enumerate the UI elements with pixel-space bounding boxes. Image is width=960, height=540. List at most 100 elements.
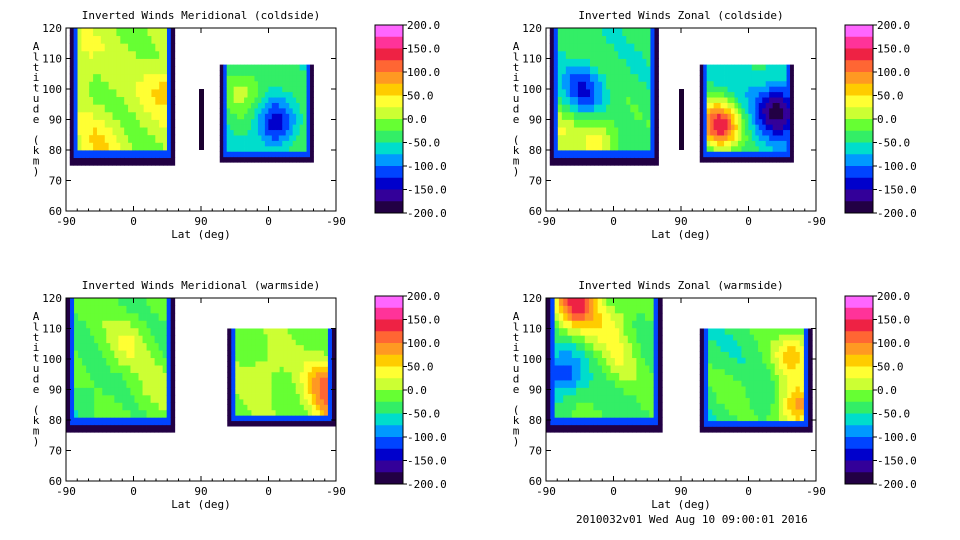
heat-cell [170,58,176,67]
heat-cell [247,333,252,340]
heat-cell [553,119,559,128]
heat-cell [122,320,127,329]
heat-cell [315,361,321,367]
heat-cell [163,28,168,37]
heat-cell [766,340,771,347]
heat-cell [85,81,90,90]
heat-cell [550,357,556,366]
heat-cell [650,50,655,59]
heat-cell [267,415,272,422]
heat-cell [239,350,244,357]
heat-cell [791,345,796,352]
heat-cell [303,129,307,136]
heat-cell [586,81,591,90]
heat-cell [606,350,611,359]
heat-cell [632,394,637,403]
heat-cell [713,97,718,103]
heat-cell [634,142,639,151]
heat-cell [159,111,164,120]
heat-cell [573,89,579,98]
heat-cell [299,75,304,82]
heat-cell [104,89,110,98]
heat-cell [646,119,651,128]
heat-cell [159,81,164,90]
heat-cell [271,415,276,422]
heat-cell [610,111,615,120]
heat-cell [657,357,663,366]
heat-cell [790,145,794,152]
heat-cell [724,380,730,387]
colorbar-swatch [845,142,873,155]
heat-cell [94,305,99,314]
heat-cell [166,96,172,105]
heat-cell [98,409,103,418]
heat-cell [239,415,244,422]
heat-cell [287,328,293,335]
heat-cell [237,156,241,163]
heat-cell [567,320,573,329]
heat-cell [251,97,255,103]
heat-cell [558,409,564,418]
heat-cell [758,409,763,416]
heat-cell [235,328,240,335]
heat-cell [614,111,619,120]
heat-cell [769,107,774,114]
heat-cell [590,81,595,90]
heat-cell [601,380,607,388]
heat-cell [311,350,317,357]
heat-cell [243,420,248,427]
heat-cell [553,134,559,143]
heat-cell [589,409,594,418]
heat-cell [93,142,98,151]
heat-cell [108,81,113,90]
heat-cell [753,391,759,399]
heat-cell [247,344,252,351]
heat-cell [654,104,659,113]
heat-cell [776,156,781,163]
heat-cell [247,86,252,93]
heat-cell [251,333,256,340]
heat-cell [550,417,556,426]
heat-cell [263,355,268,362]
heat-cell [795,340,801,347]
heat-cell [166,28,172,37]
heat-cell [66,424,71,433]
heat-cell [786,129,791,136]
heat-cell [163,111,168,120]
heat-cell [703,351,709,358]
heat-cell [162,357,168,366]
heat-cell [706,64,711,71]
heat-cell [93,66,98,75]
heat-cell [279,333,285,340]
heat-cell [569,111,575,120]
heat-cell [724,91,728,98]
heat-cell [315,355,321,362]
heat-cell [627,327,633,336]
heat-cell [640,417,646,426]
heat-cell [795,368,801,375]
heat-cell [282,102,287,109]
heat-cell [546,380,551,388]
heat-cell [766,380,771,387]
heat-cell [299,382,305,389]
heat-cell [699,70,704,76]
heat-cell [774,334,780,341]
heat-cell [104,50,110,59]
heat-cell [627,320,633,329]
heat-cell [755,80,760,87]
heat-cell [299,420,305,427]
heat-cell [110,320,115,329]
heat-cell [134,357,139,366]
heat-cell [778,340,784,347]
heat-cell [110,357,115,366]
heat-cell [546,402,551,411]
heat-cell [762,64,767,71]
heat-cell [159,134,164,143]
heat-cell [108,96,113,105]
heat-cell [623,298,629,306]
heat-cell [170,96,176,105]
heat-cell [268,86,273,93]
heat-cell [724,75,728,82]
heat-cell [303,75,307,82]
heat-cell [550,312,556,321]
